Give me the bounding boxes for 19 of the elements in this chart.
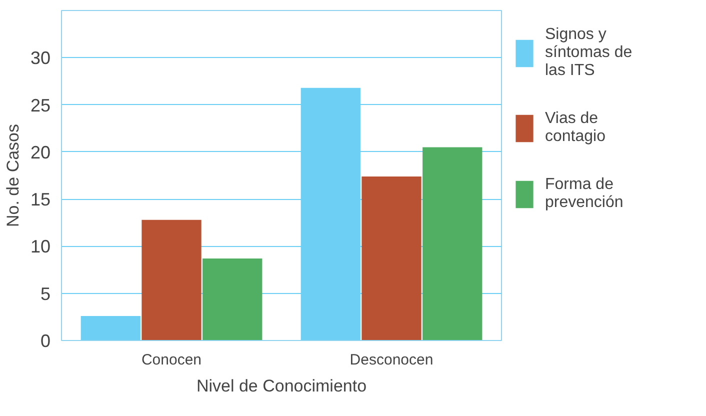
bar [80, 316, 140, 340]
legend-label: Vias de contagio [545, 110, 606, 146]
legend-label: Forma de prevención [545, 176, 624, 212]
x-tick-label: Desconocen [350, 352, 434, 368]
bar [362, 176, 422, 340]
y-tick-label: 0 [40, 331, 51, 351]
x-tick-label: Conocen [141, 352, 202, 368]
y-tick-label: 10 [30, 236, 51, 257]
bar [422, 147, 482, 340]
bar [202, 258, 262, 340]
x-axis-title: Nivel de Conocimiento [196, 376, 367, 396]
legend-label: Signos y síntomas de las ITS [545, 26, 632, 80]
bar [142, 220, 202, 340]
y-tick-label: 20 [30, 142, 51, 162]
y-tick-label: 30 [30, 48, 51, 68]
y-tick-label: 25 [30, 95, 51, 116]
y-tick-label: 5 [40, 284, 51, 304]
y-tick-label: 15 [30, 190, 51, 210]
y-axis-title: No. de Casos [3, 124, 22, 227]
